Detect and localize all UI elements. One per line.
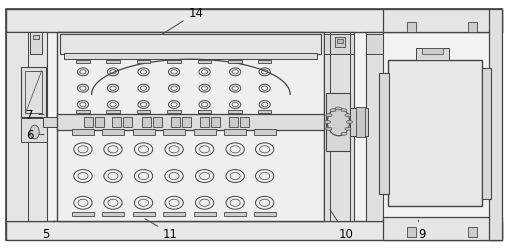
Bar (163, 130, 185, 135)
Bar (337, 40, 343, 44)
Bar (167, 110, 181, 113)
Bar (489, 10, 502, 240)
Bar (102, 212, 124, 216)
Bar (224, 212, 246, 216)
Circle shape (347, 121, 353, 124)
Circle shape (330, 109, 336, 112)
Bar (324, 35, 354, 55)
Bar (198, 60, 211, 64)
Text: 14: 14 (163, 7, 204, 35)
Bar (366, 32, 383, 221)
Circle shape (335, 108, 342, 110)
Bar (366, 35, 383, 55)
Circle shape (324, 121, 330, 124)
Bar (335, 38, 345, 48)
Bar (482, 69, 491, 199)
Circle shape (341, 109, 347, 112)
Bar (76, 60, 90, 64)
Bar (153, 118, 162, 127)
Bar (72, 212, 94, 216)
Bar (21, 68, 46, 117)
Bar (163, 212, 185, 216)
Bar (84, 118, 93, 127)
Bar (200, 118, 209, 127)
Bar (253, 212, 276, 216)
Bar (102, 130, 124, 135)
Bar (388, 61, 482, 206)
Bar (324, 32, 354, 221)
Bar (240, 118, 249, 127)
Text: 5: 5 (42, 221, 54, 240)
Bar (326, 94, 350, 151)
Bar (193, 130, 216, 135)
Bar (60, 35, 321, 55)
Bar (198, 110, 211, 113)
Ellipse shape (30, 126, 39, 140)
Bar (142, 118, 151, 127)
Bar (137, 60, 150, 64)
Bar (6, 10, 502, 32)
Bar (229, 110, 242, 113)
Bar (112, 118, 121, 127)
Bar (182, 118, 191, 127)
Circle shape (326, 114, 332, 117)
Bar (132, 212, 155, 216)
Bar (95, 118, 104, 127)
Circle shape (341, 133, 347, 136)
Bar (407, 22, 416, 32)
Circle shape (345, 114, 351, 117)
Bar (25, 71, 42, 114)
Bar (132, 130, 155, 135)
Bar (171, 118, 180, 127)
Bar (57, 32, 324, 221)
Bar (64, 54, 317, 60)
Bar (167, 60, 181, 64)
Bar (57, 114, 324, 130)
Bar (123, 118, 132, 127)
Bar (106, 60, 120, 64)
Bar (350, 109, 368, 136)
Ellipse shape (327, 109, 350, 136)
Bar (383, 10, 502, 32)
Bar (6, 32, 47, 221)
Bar (356, 108, 365, 138)
Text: 11: 11 (145, 219, 178, 240)
Bar (229, 118, 238, 127)
Text: 7: 7 (26, 108, 44, 122)
Text: 6: 6 (26, 128, 44, 141)
Text: 10: 10 (330, 210, 354, 240)
Circle shape (345, 128, 351, 131)
Bar (468, 228, 477, 237)
Bar (416, 49, 449, 61)
Bar (407, 228, 416, 237)
Bar (21, 119, 47, 142)
Bar (72, 130, 94, 135)
Bar (6, 221, 502, 240)
Bar (229, 60, 242, 64)
Text: 9: 9 (418, 220, 426, 240)
Bar (30, 32, 42, 55)
Bar (106, 110, 120, 113)
Bar (33, 36, 39, 40)
Bar (258, 110, 271, 113)
Bar (253, 130, 276, 135)
Bar (43, 118, 59, 128)
Circle shape (326, 128, 332, 131)
Bar (383, 218, 502, 240)
Bar (224, 130, 246, 135)
Bar (76, 110, 90, 113)
Bar (211, 118, 220, 127)
Bar (258, 60, 271, 64)
Bar (330, 32, 350, 221)
Bar (137, 110, 150, 113)
Bar (422, 49, 443, 55)
Bar (468, 22, 477, 32)
Bar (379, 74, 389, 194)
Bar (193, 212, 216, 216)
